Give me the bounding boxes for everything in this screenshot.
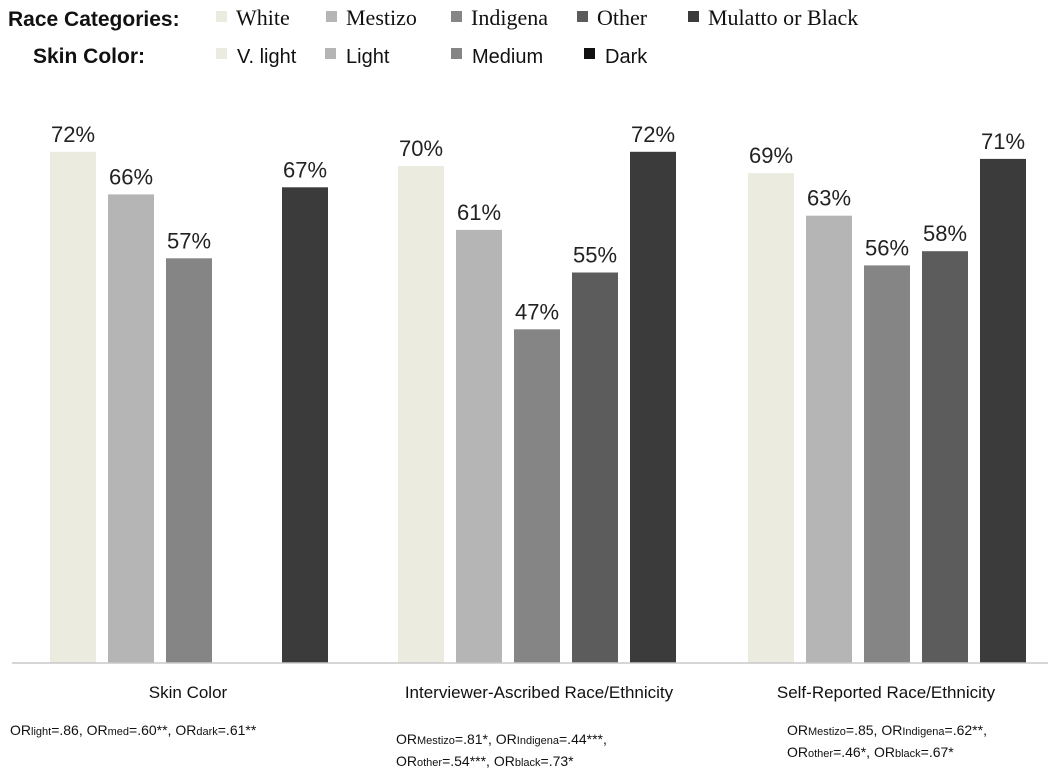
data-label: 57% [167, 228, 211, 253]
bar [630, 151, 676, 664]
bar [864, 265, 910, 663]
data-label: 72% [51, 122, 95, 147]
bar [806, 215, 852, 663]
data-label: 56% [865, 235, 909, 260]
bars [50, 151, 1026, 664]
odds-ratio-notes: ORlight=.86, ORmed=.60**, ORdark=.61** OR… [10, 722, 987, 769]
legend-race-swatch [216, 11, 227, 22]
legend-skin-swatch [451, 48, 462, 59]
legend-skin-label: V. light [237, 46, 297, 68]
group-label: Self-Reported Race/Ethnicity [777, 683, 996, 702]
legend-skin-label: Dark [605, 46, 648, 68]
odds-ratio-note: ORMestizo=.81*, ORIndigena=.44***, [396, 731, 607, 747]
legend-race-title: Race Categories: [8, 8, 180, 31]
bar [282, 187, 328, 664]
data-label: 67% [283, 157, 327, 182]
legend-skin-swatch [216, 48, 227, 59]
data-label: 69% [749, 143, 793, 168]
odds-ratio-note: ORother=.54***, ORblack=.73* [396, 753, 574, 769]
bar [514, 329, 560, 663]
bar [456, 229, 502, 663]
odds-ratio-note: ORother=.46*, ORblack=.67* [787, 744, 954, 760]
legend: Race Categories: Skin Color: White Mestiz… [8, 5, 858, 68]
data-label: 58% [923, 221, 967, 246]
legend-skin-swatch [325, 48, 336, 59]
group-labels: Skin Color Interviewer-Ascribed Race/Ethn… [149, 683, 996, 702]
bar [166, 258, 212, 663]
odds-ratio-note: ORlight=.86, ORmed=.60**, ORdark=.61** [10, 722, 257, 738]
legend-race-label: Mulatto or Black [708, 5, 858, 30]
bar [398, 166, 444, 663]
odds-ratio-note: ORMestizo=.85, ORIndigena=.62**, [787, 722, 987, 738]
legend-race-label: Other [597, 5, 648, 30]
legend-race-swatch [451, 11, 462, 22]
bar [922, 251, 968, 663]
data-label: 70% [399, 136, 443, 161]
data-label: 72% [631, 122, 675, 147]
data-label: 63% [807, 186, 851, 211]
legend-race-swatch [326, 11, 337, 22]
bar [572, 272, 618, 663]
bar [108, 194, 154, 663]
group-label: Interviewer-Ascribed Race/Ethnicity [405, 683, 674, 702]
legend-skin-label: Light [346, 46, 390, 68]
legend-race-swatch [577, 11, 588, 22]
data-label: 55% [573, 243, 617, 268]
bar [980, 158, 1026, 663]
bar [748, 173, 794, 663]
legend-race-label: Indigena [471, 5, 548, 30]
legend-skin-swatch [584, 48, 595, 59]
value-labels: 72% 66% 57% 67% 70% 61% 47% 55% 72% 69% 63% 56% 58% 7… [51, 122, 1025, 324]
legend-skin-label: Medium [472, 46, 543, 68]
legend-race-label: White [236, 5, 290, 30]
legend-race-label: Mestizo [346, 5, 417, 30]
group-label: Skin Color [149, 683, 228, 702]
data-label: 61% [457, 200, 501, 225]
data-label: 47% [515, 299, 559, 324]
data-label: 71% [981, 129, 1025, 154]
data-label: 66% [109, 164, 153, 189]
bar [50, 151, 96, 664]
legend-race-swatch [688, 11, 699, 22]
legend-skin-title: Skin Color: [33, 45, 145, 68]
